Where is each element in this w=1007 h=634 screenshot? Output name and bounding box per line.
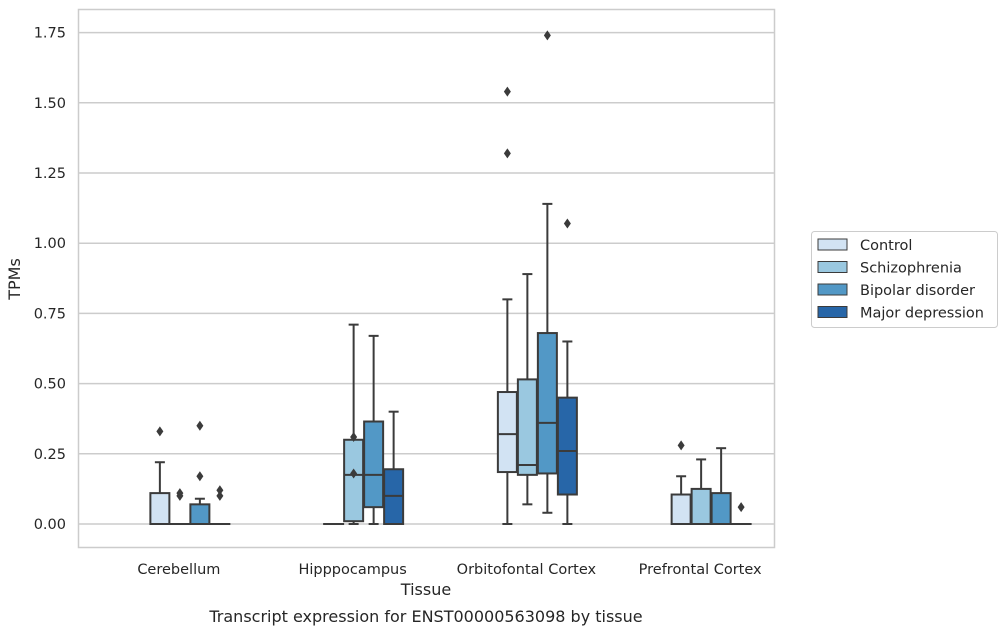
y-tick-label: 0.75 <box>34 306 66 322</box>
box-bipolar-disorder <box>363 334 385 525</box>
x-tick-label: Hipppocampus <box>298 562 406 578</box>
box-body <box>516 378 538 476</box>
legend: Control Schizophrenia Bipolar disorder Majo… <box>811 231 998 328</box>
box-schizophrenia <box>516 273 538 506</box>
box-control <box>149 426 171 525</box>
y-tick-label: 0.50 <box>34 377 66 393</box>
box-schizophrenia <box>343 323 365 525</box>
y-tick-label: 1.00 <box>34 236 66 252</box>
box-body <box>343 438 365 523</box>
y-tick-label: 0.25 <box>34 447 66 463</box>
box-control <box>670 440 692 525</box>
outlier-point <box>350 468 358 479</box>
y-tick-label: 1.25 <box>34 166 66 182</box>
box-bipolar-disorder <box>710 447 732 525</box>
outlier-point <box>216 485 224 496</box>
outlier-point <box>176 488 184 499</box>
plot-area-frame <box>77 8 776 549</box>
box-body <box>710 492 732 525</box>
box-body <box>496 391 518 474</box>
box-body <box>363 420 385 509</box>
y-tick-label: 0.00 <box>34 517 66 533</box>
legend-swatch <box>817 283 848 296</box>
x-tick-label: Orbitofontal Cortex <box>457 562 597 578</box>
legend-swatch <box>817 306 848 318</box>
box-body <box>670 493 692 525</box>
box-major-depression <box>209 485 231 526</box>
grid-lines <box>79 31 774 525</box>
x-tick-label: Cerebellum <box>137 562 220 578</box>
box-bipolar-disorder <box>189 420 211 525</box>
box-body <box>536 332 558 475</box>
y-axis-ticks: 0.00 0.25 0.50 0.75 1.00 1.25 1.50 1.75 <box>34 26 66 533</box>
box-major-depression <box>556 218 578 525</box>
box-schizophrenia <box>169 488 191 526</box>
outlier-point <box>196 471 204 482</box>
box-schizophrenia <box>690 458 712 525</box>
x-axis-label: Tissue <box>400 580 451 599</box>
outlier-point <box>677 440 685 451</box>
outlier-point <box>503 86 511 97</box>
box-major-depression <box>730 502 752 526</box>
y-tick-label: 1.50 <box>34 96 66 112</box>
legend-label: Control <box>860 238 912 254</box>
legend-label: Major depression <box>860 306 984 322</box>
outlier-point <box>503 148 511 159</box>
x-axis-ticks: Cerebellum Hipppocampus Orbitofontal Corte… <box>137 562 762 578</box>
box-control <box>496 86 518 525</box>
box-body <box>690 487 712 525</box>
legend-label: Bipolar disorder <box>860 283 975 299</box>
box-major-depression <box>383 410 405 525</box>
box-body <box>189 503 211 525</box>
outlier-point <box>156 426 164 437</box>
legend-swatch <box>817 261 848 273</box>
outlier-point <box>543 30 551 41</box>
outlier-point <box>350 431 358 442</box>
outlier-point <box>737 502 745 513</box>
legend-label: Schizophrenia <box>860 261 962 277</box>
box-body <box>556 396 578 496</box>
outlier-point <box>196 420 204 431</box>
outlier-point <box>216 490 224 501</box>
y-axis-label: TPMs <box>5 258 24 301</box>
legend-items: Control Schizophrenia Bipolar disorder Majo… <box>817 238 984 322</box>
x-tick-label: Prefrontal Cortex <box>639 562 762 578</box>
legend-swatch <box>817 238 848 251</box>
legend-frame <box>811 231 998 328</box>
chart-caption: Transcript expression for ENST0000056309… <box>208 607 642 626</box>
boxes <box>149 30 752 526</box>
y-tick-label: 1.75 <box>34 26 66 42</box>
outlier-point <box>563 218 571 229</box>
box-body <box>149 492 171 525</box>
